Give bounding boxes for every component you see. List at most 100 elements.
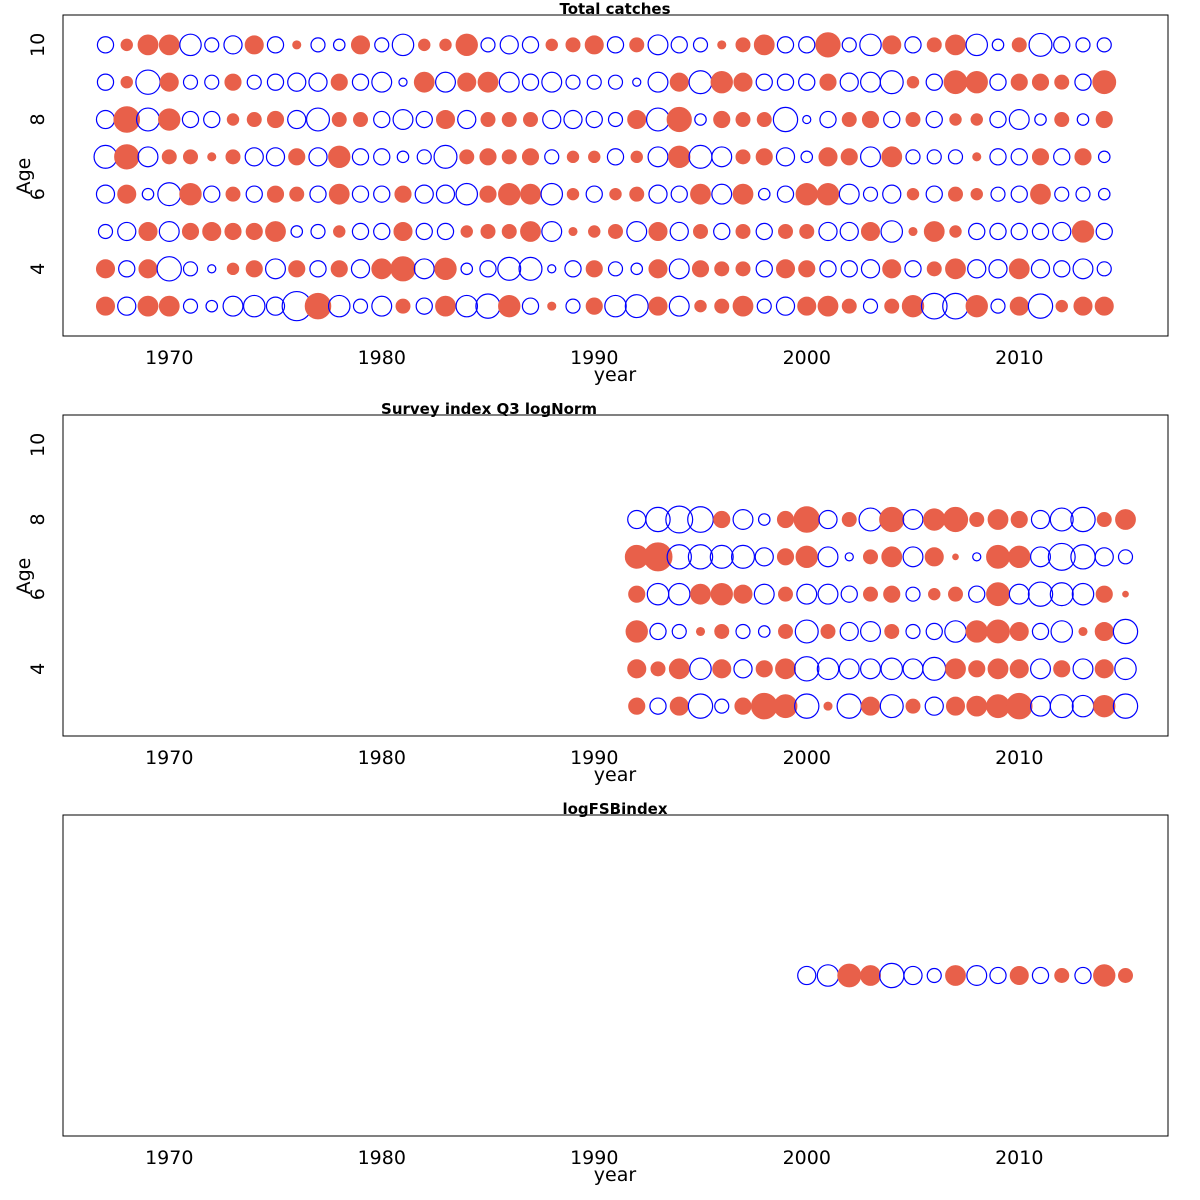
bubble-negative	[435, 184, 456, 204]
bubble-positive	[714, 623, 730, 639]
bubble-positive	[179, 182, 202, 206]
bubble-positive	[477, 71, 499, 93]
bubble-negative	[632, 77, 642, 87]
bubble-negative	[860, 259, 881, 279]
bubble-positive	[968, 660, 986, 678]
bubble-negative	[840, 585, 858, 603]
bubble-positive	[288, 260, 306, 278]
bubble-negative	[818, 221, 838, 242]
plot-frame	[62, 814, 1169, 1137]
bubble-positive	[735, 149, 751, 165]
bubble-positive	[884, 298, 900, 314]
bubble-positive	[773, 694, 798, 719]
bubble-negative	[776, 73, 795, 91]
bubble-negative	[373, 110, 391, 129]
bubble-negative	[1112, 618, 1139, 645]
bubble-negative	[1075, 37, 1091, 53]
x-tick-label: 2000	[783, 747, 831, 769]
bubble-positive	[630, 150, 643, 164]
x-tick-label: 1970	[145, 347, 193, 369]
bubble-negative	[647, 146, 669, 168]
bubble-negative	[838, 658, 860, 680]
bubble-negative	[455, 294, 479, 318]
bubble-positive	[1054, 112, 1070, 128]
bubble-positive	[820, 623, 836, 639]
bubble-negative	[1075, 186, 1091, 202]
bubble-positive	[95, 259, 116, 279]
bubble-negative	[668, 258, 690, 280]
bubble-positive	[439, 38, 452, 52]
bubble-positive	[775, 259, 796, 279]
bubble-negative	[753, 583, 775, 605]
bubble-negative	[499, 35, 519, 55]
bubble-negative	[796, 583, 818, 605]
bubble-negative	[818, 509, 838, 530]
bubble-negative	[920, 292, 948, 320]
bubble-negative	[563, 109, 583, 130]
bubble-negative	[97, 223, 114, 240]
bubble-negative	[794, 619, 819, 644]
bubble-negative	[203, 110, 221, 129]
bubble-negative	[756, 298, 772, 314]
bubble-negative	[668, 295, 690, 317]
bubble-negative	[1112, 693, 1139, 719]
bubble-positive	[181, 222, 200, 241]
bubble-negative	[475, 293, 501, 319]
bubble-negative	[352, 298, 369, 314]
bubble-positive	[923, 221, 945, 242]
bubble-layer	[93, 32, 1117, 322]
plot-frame	[62, 14, 1169, 337]
bubble-positive	[1118, 968, 1133, 983]
bubble-negative	[93, 144, 118, 169]
bubble-positive	[750, 692, 778, 720]
bubble-positive	[693, 223, 708, 239]
bubble-negative	[1074, 966, 1092, 985]
bubble-negative	[925, 73, 943, 91]
bubble-positive	[224, 73, 242, 91]
bubble-positive	[860, 965, 881, 986]
bubble-positive	[435, 295, 456, 317]
bubble-positive	[625, 620, 648, 643]
bubble-positive	[734, 697, 752, 715]
bubble-negative	[757, 625, 771, 638]
bubble-positive	[668, 145, 691, 169]
bubble-positive	[668, 658, 690, 680]
bubble-negative	[455, 182, 479, 206]
x-axis-label: year	[594, 1164, 637, 1186]
bubble-positive	[793, 506, 821, 533]
bubble-negative	[1029, 658, 1051, 680]
bubble-negative	[479, 260, 497, 278]
bubble-positive	[226, 262, 240, 276]
bubble-negative	[1027, 293, 1054, 319]
bubble-negative	[181, 110, 200, 129]
bubble-positive	[158, 34, 180, 56]
bubble-positive	[905, 112, 921, 128]
bubble-negative	[988, 259, 1008, 279]
bubble-positive	[799, 223, 815, 239]
bubble-negative	[630, 262, 644, 276]
bubble-negative	[1054, 186, 1070, 202]
bubble-positive	[565, 37, 581, 53]
bubble-negative	[1027, 581, 1054, 607]
bubble-positive	[244, 35, 264, 55]
bubble-positive	[926, 261, 942, 277]
bubble-negative	[754, 547, 774, 567]
bubble-negative	[564, 260, 582, 278]
y-tick-label: 8	[27, 113, 49, 125]
bubble-positive	[949, 225, 962, 238]
bubble-positive	[455, 33, 478, 57]
bubble-negative	[925, 110, 943, 129]
bubble-positive	[881, 546, 903, 568]
bubble-negative	[157, 182, 182, 207]
bubble-negative	[732, 509, 754, 531]
bubble-negative	[859, 620, 881, 642]
bubble-negative	[989, 110, 1007, 129]
bubble-negative	[606, 148, 625, 166]
bubble-positive	[545, 38, 558, 52]
bubble-negative	[204, 37, 220, 53]
bubble-negative	[905, 623, 921, 640]
bubble-positive	[972, 152, 982, 162]
bubble-negative	[310, 223, 326, 240]
bubble-negative	[521, 297, 540, 315]
bubble-negative	[1028, 32, 1053, 57]
